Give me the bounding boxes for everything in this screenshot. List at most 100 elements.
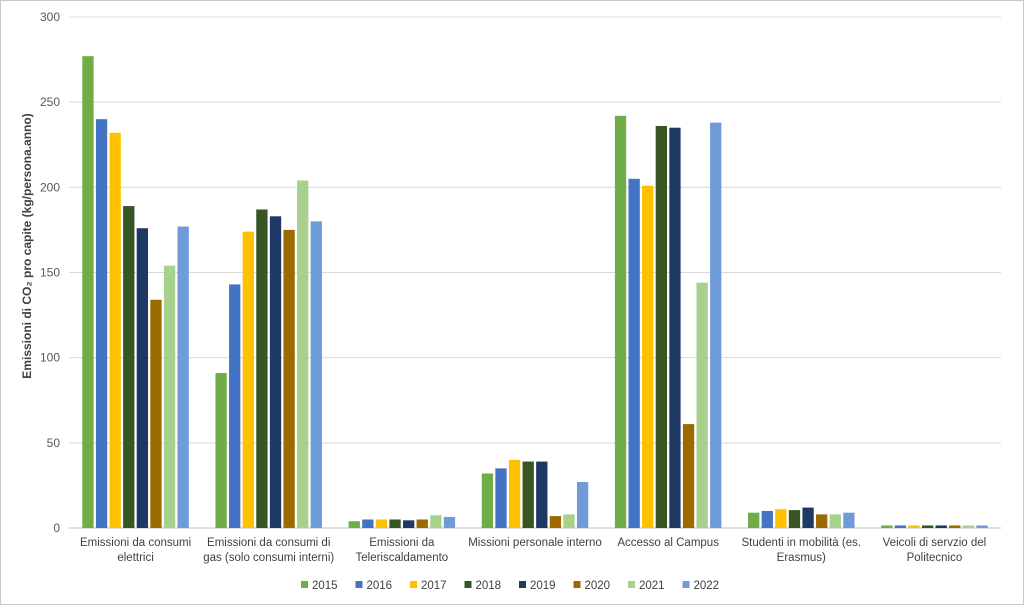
category-label-line: Erasmus) bbox=[777, 552, 826, 564]
bar-2021 bbox=[430, 515, 442, 528]
category-label-line: Studenti in mobilità (es. bbox=[742, 537, 862, 549]
bar-2020 bbox=[283, 229, 295, 528]
legend-label: 2018 bbox=[476, 580, 502, 592]
category-label-line: Emissioni da consumi di bbox=[207, 537, 330, 549]
bar-2015 bbox=[82, 56, 94, 528]
category-label: Emissioni da consumi elettrici bbox=[80, 537, 191, 564]
category-label: Emissioni da Teleriscaldamento bbox=[356, 537, 449, 564]
legend-item-2020: 2020 bbox=[573, 580, 611, 592]
bar-2020 bbox=[549, 516, 562, 528]
bar-2017 bbox=[375, 519, 388, 528]
legend-item-2018: 2018 bbox=[464, 580, 502, 592]
bar-2022 bbox=[443, 516, 456, 528]
bar-2020 bbox=[949, 525, 961, 528]
bar-2015 bbox=[348, 521, 360, 528]
bar-2021 bbox=[297, 180, 309, 528]
bar-2019 bbox=[935, 525, 947, 528]
bar-2015 bbox=[481, 473, 494, 528]
category-label: Accesso al Campus bbox=[617, 537, 719, 549]
bar-2017 bbox=[642, 185, 654, 528]
legend-swatch bbox=[410, 581, 417, 588]
bar-2018 bbox=[256, 209, 268, 528]
bar-2015 bbox=[614, 115, 627, 528]
legend-swatch bbox=[519, 581, 526, 588]
bar-2020 bbox=[682, 424, 695, 528]
category-label-line: Veicoli di servzio del bbox=[883, 537, 987, 549]
legend-label: 2019 bbox=[530, 580, 556, 592]
bar-2016 bbox=[95, 119, 108, 528]
bar-2021 bbox=[696, 282, 708, 528]
bar-2017 bbox=[908, 525, 920, 528]
bars bbox=[82, 56, 988, 529]
bar-2019 bbox=[802, 507, 814, 528]
bar-2017 bbox=[508, 459, 521, 528]
bar-2022 bbox=[710, 122, 722, 529]
bar-2021 bbox=[829, 514, 841, 528]
bar-2016 bbox=[229, 284, 241, 528]
bar-2018 bbox=[788, 510, 801, 528]
bar-2018 bbox=[921, 525, 934, 528]
category-label: Studenti in mobilità (es. Erasmus) bbox=[742, 537, 862, 564]
bar-2022 bbox=[177, 226, 189, 528]
legend-item-2019: 2019 bbox=[519, 580, 556, 592]
bar-2019 bbox=[136, 228, 149, 529]
category-label-line: Politecnico bbox=[907, 552, 963, 564]
bar-2019 bbox=[536, 461, 548, 528]
legend-label: 2016 bbox=[367, 580, 393, 592]
bar-2020 bbox=[816, 514, 828, 528]
bar-2016 bbox=[495, 468, 507, 528]
bar-2021 bbox=[163, 265, 176, 528]
bar-2016 bbox=[628, 178, 640, 529]
bar-2020 bbox=[150, 299, 162, 528]
bar-2020 bbox=[416, 519, 428, 528]
legend-swatch bbox=[301, 581, 308, 588]
category-label-line: Emissioni da bbox=[369, 537, 435, 549]
y-axis-ticks: 0 50 100 150 200 250 300 bbox=[40, 10, 60, 535]
bar-2015 bbox=[881, 525, 893, 528]
legend-label: 2017 bbox=[421, 580, 447, 592]
legend-label: 2015 bbox=[312, 580, 338, 592]
bar-2016 bbox=[362, 519, 374, 528]
legend-item-2022: 2022 bbox=[682, 580, 720, 592]
category-label-line: gas (solo consumi interni) bbox=[203, 552, 334, 564]
bar-2019 bbox=[669, 127, 681, 528]
category-label-line: Teleriscaldamento bbox=[356, 552, 449, 564]
y-tick-label: 300 bbox=[40, 10, 60, 24]
bar-2018 bbox=[123, 206, 135, 528]
legend-swatch bbox=[464, 581, 472, 588]
legend-item-2017: 2017 bbox=[410, 580, 447, 592]
bar-2022 bbox=[976, 525, 988, 528]
y-tick-label: 50 bbox=[47, 436, 61, 450]
bar-2015 bbox=[215, 372, 227, 528]
legend-label: 2020 bbox=[585, 580, 611, 592]
y-tick-label: 150 bbox=[40, 266, 60, 280]
bar-2018 bbox=[522, 461, 534, 528]
category-label: Emissioni da consumi di gas (solo consumi… bbox=[203, 537, 334, 564]
bar-2022 bbox=[576, 482, 589, 528]
bar-2017 bbox=[109, 132, 121, 528]
legend-swatch bbox=[628, 581, 635, 588]
category-label-line: Accesso al Campus bbox=[617, 537, 719, 549]
bar-2015 bbox=[748, 512, 760, 528]
legend: 2015 2016 2017 2018 2019 2020 2021 2022 bbox=[301, 580, 719, 592]
legend-label: 2022 bbox=[694, 580, 720, 592]
bar-2019 bbox=[403, 520, 415, 528]
gridlines bbox=[69, 16, 1001, 529]
bar-2018 bbox=[655, 126, 667, 528]
category-label: Veicoli di servzio del Politecnico bbox=[883, 537, 987, 564]
bar-2016 bbox=[761, 510, 773, 528]
bar-2019 bbox=[269, 216, 282, 529]
legend-swatch bbox=[573, 581, 581, 588]
legend-item-2021: 2021 bbox=[628, 580, 665, 592]
y-tick-label: 200 bbox=[40, 180, 60, 194]
legend-swatch bbox=[682, 581, 690, 588]
y-tick-label: 0 bbox=[53, 521, 60, 535]
bar-2017 bbox=[775, 509, 787, 528]
y-tick-label: 250 bbox=[40, 95, 60, 109]
bar-2022 bbox=[310, 221, 322, 528]
bar-2017 bbox=[242, 231, 254, 528]
category-label-line: Missioni personale interno bbox=[468, 537, 602, 549]
